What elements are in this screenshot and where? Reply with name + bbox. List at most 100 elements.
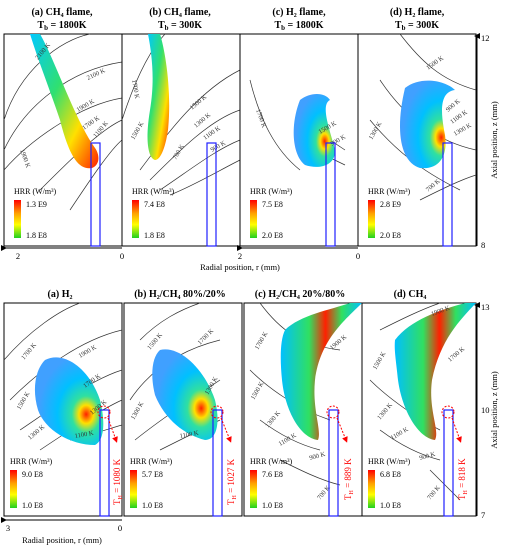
top-y-tick-2: 8 <box>481 240 485 250</box>
bottom-panel-titles: (a) H₂ (b) H₂/CH₄ 80%/20% (c) H₂/CH₄ 20%… <box>48 289 427 300</box>
top-a-hrr-max: 1.3 E9 <box>26 200 47 209</box>
top-panel-a: 2100 K 2100 K 1900 K 1700 K 1100 K 1900 … <box>3 33 123 247</box>
top-b-hrr-min: 1.8 E8 <box>144 231 165 240</box>
bottom-c-hrr-max: 7.6 E8 <box>262 470 283 479</box>
top-d-colorbar <box>368 200 375 238</box>
top-d-hrr-label: HRR (W/m³) <box>368 187 411 196</box>
top-x-tick-3: 2 <box>238 251 242 261</box>
top-d-hrr-max: 2.8 E9 <box>380 200 401 209</box>
top-panel-b: 1700 K 1500 K 1500 K 1300 K 1100 K 900 K… <box>121 33 241 247</box>
top-panel-d-tb: Tb = 300K <box>395 20 439 32</box>
top-b-hrr-label: HRR (W/m³) <box>132 187 175 196</box>
top-c-hrr-min: 2.0 E8 <box>262 231 283 240</box>
bottom-a-hrr-label: HRR (W/m³) <box>10 457 53 466</box>
bottom-panel-c-flame <box>280 303 362 440</box>
bottom-x-label: Radial position, r (mm) <box>22 535 102 545</box>
bottom-b-hrr-label: HRR (W/m³) <box>130 457 173 466</box>
top-a-colorbar <box>14 200 21 238</box>
bottom-b-colorbar <box>130 470 137 508</box>
top-panel-b-title: (b) CH₄ flame, <box>149 7 211 18</box>
top-panel-c-flame <box>293 94 336 167</box>
top-panel-c-burner <box>325 142 336 247</box>
top-b-iso-1: 1700 K <box>130 79 140 100</box>
top-panel-a-flame <box>30 34 99 169</box>
bottom-b-th: TH = 1027 K <box>226 458 238 505</box>
top-x-tick-2: 0 <box>120 251 124 261</box>
top-panel-b-burner <box>206 142 217 247</box>
top-panel-d-title: (d) H₂ flame, <box>390 7 445 18</box>
top-x-tick-1: 2 <box>16 251 20 261</box>
top-panel-b-flame <box>147 34 170 160</box>
top-panel-d-flame <box>400 80 455 169</box>
bottom-y-tick-2: 10 <box>481 405 490 415</box>
bottom-d-colorbar <box>368 470 375 508</box>
top-panel-titles: (a) CH₄ flame, Tb = 1800K (b) CH₄ flame,… <box>31 7 444 32</box>
bottom-a-hrr-min: 1.0 E8 <box>22 501 43 510</box>
bottom-panel-a-title: (a) H₂ <box>48 289 73 300</box>
bottom-x-tick-2: 0 <box>118 523 122 533</box>
top-c-hrr-max: 7.5 E8 <box>262 200 283 209</box>
bottom-a-anchor-circle <box>97 405 111 419</box>
top-panel-d-burner <box>442 142 453 247</box>
bottom-d-hrr-label: HRR (W/m³) <box>368 457 411 466</box>
bottom-c-anchor-circle <box>326 405 340 419</box>
bottom-a-th: TH = 1080 K <box>112 458 124 505</box>
top-c-colorbar <box>250 200 257 238</box>
top-d-hrr-min: 2.0 E8 <box>380 231 401 240</box>
bottom-d-iso-6: 900 K <box>419 451 437 462</box>
top-y-axis: 12 8 Axial position, z (mm) <box>474 33 499 250</box>
top-panel-b-tb: Tb = 300K <box>158 20 202 32</box>
bottom-panel-d-burner <box>443 409 454 517</box>
bottom-panel-d: 1900 K 1700 K 1500 K 1300 K 1100 K 900 K… <box>361 302 477 517</box>
top-panel-a-tb: Tb = 1800K <box>37 20 86 32</box>
bottom-panel-d-flame <box>394 303 476 440</box>
bottom-c-th: TH = 889 K <box>343 458 355 500</box>
top-panel-a-burner <box>90 142 101 247</box>
bottom-c-iso-6: 900 K <box>309 451 327 462</box>
bottom-panel-b-flame <box>152 349 218 440</box>
bottom-panel-a: 1700 K 1500 K 1300 K 1900 K 1700 K 1300 … <box>3 302 124 517</box>
bottom-y-tick-1: 13 <box>481 302 490 312</box>
bottom-panel-c-title: (c) H₂/CH₄ 20%/80% <box>255 289 345 300</box>
bottom-d-hrr-min: 1.0 E8 <box>380 501 401 510</box>
top-a-hrr-min: 1.8 E8 <box>26 231 47 240</box>
bottom-d-anchor-circle <box>441 405 455 419</box>
bottom-x-axis: 3 0 Radial position, r (mm) <box>0 517 122 545</box>
top-panel-c: 1700 K 1500 K 900 K HRR (W/m³) 7.5 E8 2.… <box>239 33 359 247</box>
top-y-tick-1: 12 <box>481 33 490 43</box>
bottom-d-hrr-max: 6.8 E8 <box>380 470 401 479</box>
bottom-c-hrr-label: HRR (W/m³) <box>250 457 293 466</box>
bottom-b-hrr-max: 5.7 E8 <box>142 470 163 479</box>
bottom-panel-d-title: (d) CH₄ <box>394 289 427 300</box>
bottom-panel-c-burner <box>328 409 339 517</box>
bottom-b-hrr-min: 1.0 E8 <box>142 501 163 510</box>
bottom-panel-a-burner <box>99 409 110 517</box>
bottom-c-callout-arrow <box>336 417 348 443</box>
bottom-y-axis: 13 10 7 Axial position, z (mm) <box>474 302 499 520</box>
bottom-panel-b-burner <box>212 409 223 517</box>
top-panel-a-frame <box>3 33 123 247</box>
top-x-tick-4: 0 <box>356 251 360 261</box>
bottom-c-hrr-min: 1.0 E8 <box>262 501 283 510</box>
top-b-hrr-max: 7.4 E8 <box>144 200 165 209</box>
top-c-hrr-label: HRR (W/m³) <box>250 187 293 196</box>
bottom-y-label: Axial position, z (mm) <box>489 371 499 449</box>
bottom-a-iso-7: 1100 K <box>74 430 94 440</box>
top-a-hrr-label: HRR (W/m³) <box>14 187 57 196</box>
top-y-label: Axial position, z (mm) <box>489 101 499 179</box>
bottom-panel-b-title: (b) H₂/CH₄ 80%/20% <box>134 289 226 300</box>
top-panel-d: 1500 K 1300 K 900 K 1100 K 1300 K 700 K … <box>357 33 477 247</box>
bottom-b-iso-5: 1100 K <box>179 430 199 440</box>
top-x-label: Radial position, r (mm) <box>200 262 280 272</box>
bottom-d-th: TH = 818 K <box>457 458 469 500</box>
bottom-panel-c: 1700 K 1500 K 1900 K 1300 K 1100 K 900 K… <box>243 302 363 517</box>
bottom-d-callout-arrow <box>451 417 462 443</box>
top-x-axis: 2 0 2 0 Radial position, r (mm) <box>0 245 360 272</box>
bottom-y-tick-3: 7 <box>481 510 485 520</box>
bottom-a-callout-arrow <box>107 417 118 443</box>
top-panel-c-title: (c) H₂ flame, <box>272 7 326 18</box>
bottom-b-callout-arrow <box>220 417 232 443</box>
bottom-x-tick-1: 3 <box>6 523 10 533</box>
bottom-b-anchor-circle <box>210 405 224 419</box>
